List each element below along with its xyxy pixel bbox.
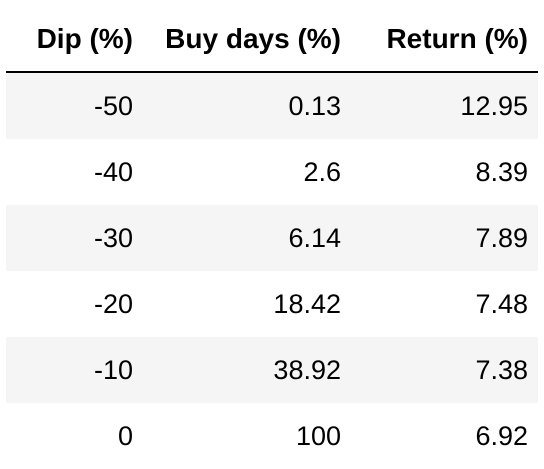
cell-dip: -20 [93,288,133,319]
data-table: Dip (%) Buy days (%) Return (%) -50 0.13… [6,7,538,469]
column-header-return[interactable]: Return (%) [351,7,538,73]
cell-buy-days: 6.14 [288,222,341,253]
table-row: -40 2.6 8.39 [6,139,538,205]
cell-dip: -10 [93,354,133,385]
table-body: -50 0.13 12.95 -40 2.6 8.39 -30 6.14 7.8… [6,72,538,469]
cell-return: 6.92 [475,420,528,451]
cell-buy-days: 18.42 [273,288,341,319]
cell-return: 7.89 [475,222,528,253]
table-row: -20 18.42 7.48 [6,271,538,337]
cell-buy-days: 0.13 [288,90,341,121]
cell-buy-days: 38.92 [273,354,341,385]
table-row: 0 100 6.92 [6,403,538,469]
table-row: -10 38.92 7.38 [6,337,538,403]
header-row: Dip (%) Buy days (%) Return (%) [6,7,538,73]
cell-dip: 0 [117,420,133,451]
cell-dip: -40 [93,156,133,187]
table-header: Dip (%) Buy days (%) Return (%) [6,7,538,73]
cell-buy-days: 100 [295,420,341,451]
cell-dip: -30 [93,222,133,253]
cell-return: 7.48 [475,288,528,319]
cell-dip: -50 [93,90,133,121]
table-row: -30 6.14 7.89 [6,205,538,271]
table-row: -50 0.13 12.95 [6,72,538,139]
cell-return: 12.95 [460,90,528,121]
cell-return: 7.38 [475,354,528,385]
cell-buy-days: 2.6 [303,156,341,187]
column-header-dip[interactable]: Dip (%) [6,7,133,73]
cell-return: 8.39 [475,156,528,187]
column-header-buy-days[interactable]: Buy days (%) [133,7,351,73]
